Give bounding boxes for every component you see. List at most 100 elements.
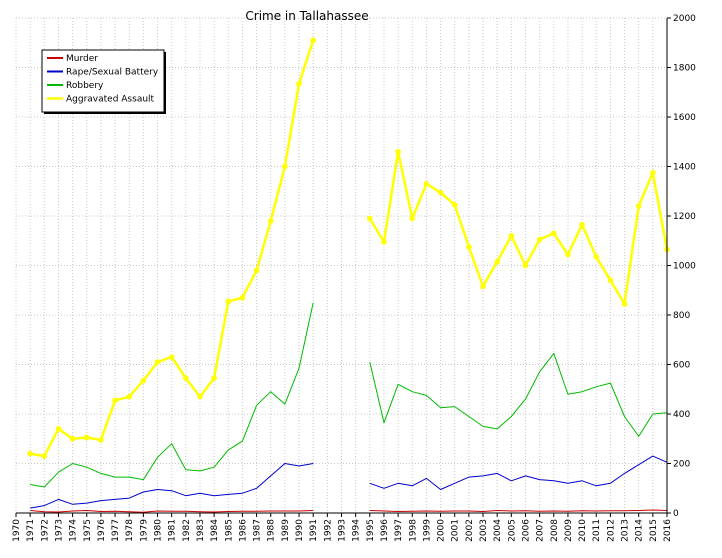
data-point-aggravated-assault — [536, 236, 543, 243]
x-tick-label: 2005 — [507, 519, 517, 542]
data-point-aggravated-assault — [27, 450, 33, 457]
data-point-aggravated-assault — [480, 283, 486, 290]
data-point-aggravated-assault — [126, 393, 133, 400]
x-tick-label: 1986 — [238, 519, 248, 542]
data-point-aggravated-assault — [423, 181, 430, 187]
x-tick-label: 2015 — [649, 519, 659, 542]
x-tick-label: 2006 — [521, 519, 531, 542]
data-point-aggravated-assault — [635, 203, 642, 209]
x-tick-label: 1999 — [422, 519, 432, 542]
x-tick-label: 2001 — [451, 519, 461, 542]
data-point-aggravated-assault — [55, 426, 62, 432]
data-point-aggravated-assault — [183, 375, 189, 381]
x-tick-label: 1982 — [182, 519, 192, 542]
x-tick-label: 1998 — [408, 519, 418, 542]
x-tick-label: 1985 — [224, 519, 234, 542]
x-tick-label: 1997 — [394, 519, 404, 542]
y-tick-label: 2000 — [673, 14, 696, 24]
legend: Murder Rape/Sexual Battery Robbery Aggravat… — [41, 49, 166, 114]
x-tick-label: 1981 — [168, 519, 178, 542]
x-tick-label: 2002 — [465, 519, 475, 542]
data-point-aggravated-assault — [282, 163, 288, 170]
chart-title: Crime in Tallahassee — [245, 9, 368, 23]
legend-label: Robbery — [66, 81, 104, 91]
x-tick-label: 1979 — [139, 519, 149, 542]
data-point-aggravated-assault — [550, 230, 557, 237]
x-tick-label: 2014 — [635, 519, 645, 542]
data-point-aggravated-assault — [522, 262, 529, 269]
x-tick-label: 1978 — [125, 519, 135, 542]
x-tick-label: 2003 — [479, 519, 489, 542]
y-tick-label: 400 — [673, 410, 690, 420]
series-line-murder — [369, 509, 668, 512]
x-tick-label: 1980 — [154, 519, 164, 542]
data-point-aggravated-assault — [140, 377, 147, 384]
x-tick-label: 1987 — [253, 519, 263, 542]
y-tick-label: 1000 — [673, 262, 696, 272]
x-tick-label: 1993 — [338, 519, 348, 542]
data-point-aggravated-assault — [565, 251, 571, 258]
x-tick-label: 1994 — [352, 519, 362, 542]
data-point-aggravated-assault — [451, 202, 458, 208]
series-layer — [27, 37, 670, 513]
data-point-aggravated-assault — [367, 215, 373, 222]
legend-label: Rape/Sexual Battery — [66, 68, 159, 78]
data-point-aggravated-assault — [225, 298, 232, 305]
data-point-aggravated-assault — [83, 434, 90, 441]
data-point-aggravated-assault — [41, 453, 48, 459]
data-point-aggravated-assault — [310, 37, 316, 44]
x-tick-label: 2008 — [550, 519, 560, 542]
x-tick-label: 2011 — [592, 519, 602, 542]
x-tick-label: 1975 — [83, 519, 93, 542]
x-tick-label: 2000 — [437, 519, 447, 542]
series-line-robbery — [30, 302, 314, 488]
x-tick-label: 1973 — [54, 519, 64, 542]
data-point-aggravated-assault — [239, 294, 246, 301]
x-tick-label: 1977 — [111, 519, 121, 542]
x-tick-label: 1988 — [267, 519, 277, 542]
x-tick-label: 2012 — [606, 519, 616, 542]
series-line-murder — [30, 510, 314, 513]
data-point-aggravated-assault — [168, 354, 175, 360]
axes: 0 200 400 600 800 1000 1200 1400 1600 1800 2000 197… — [12, 14, 696, 542]
data-point-aggravated-assault — [621, 301, 628, 307]
x-tick-label: 1984 — [210, 519, 220, 542]
y-tick-label: 800 — [673, 311, 690, 321]
y-tick-label: 1600 — [673, 113, 696, 123]
data-point-aggravated-assault — [381, 239, 387, 245]
data-point-aggravated-assault — [69, 435, 76, 442]
data-point-aggravated-assault — [579, 221, 585, 228]
data-point-aggravated-assault — [508, 233, 515, 239]
x-tick-label: 1991 — [309, 519, 319, 542]
data-point-aggravated-assault — [211, 375, 217, 381]
data-point-aggravated-assault — [197, 393, 203, 400]
data-point-aggravated-assault — [253, 267, 260, 274]
x-tick-label: 2013 — [621, 519, 631, 542]
data-point-aggravated-assault — [650, 169, 656, 176]
x-tick-label: 2009 — [564, 519, 574, 542]
y-tick-label: 1800 — [673, 64, 696, 74]
data-point-aggravated-assault — [409, 215, 416, 222]
series-line-aggravated-assault — [368, 150, 669, 306]
x-tick-label: 1971 — [26, 519, 36, 542]
x-tick-label: 1970 — [12, 519, 22, 542]
y-tick-label: 200 — [673, 460, 690, 470]
x-tick-label: 2004 — [493, 519, 503, 542]
legend-label: Murder — [66, 54, 98, 64]
data-point-aggravated-assault — [98, 437, 104, 443]
legend-label: Aggravated Assault — [66, 95, 155, 105]
x-tick-label: 1992 — [323, 519, 333, 542]
y-tick-label: 1400 — [673, 163, 696, 173]
x-tick-label: 1974 — [69, 519, 79, 542]
legend-box — [41, 49, 165, 113]
x-tick-label: 2007 — [536, 519, 546, 542]
data-point-aggravated-assault — [607, 277, 614, 284]
data-point-aggravated-assault — [494, 258, 500, 265]
data-point-aggravated-assault — [395, 148, 401, 155]
data-point-aggravated-assault — [112, 397, 118, 404]
data-point-aggravated-assault — [466, 244, 472, 250]
data-point-aggravated-assault — [267, 218, 274, 224]
x-tick-label: 1990 — [295, 519, 305, 542]
y-tick-label: 0 — [673, 509, 679, 519]
